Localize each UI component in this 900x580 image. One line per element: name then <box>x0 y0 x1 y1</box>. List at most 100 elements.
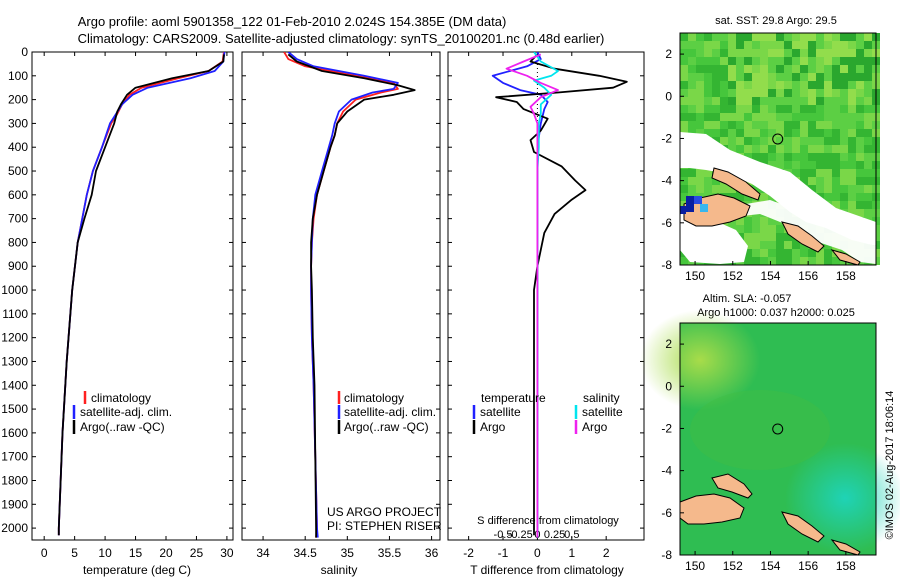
sst-cell <box>744 153 752 161</box>
sst-cell <box>680 49 688 57</box>
sst-cell <box>800 81 808 89</box>
sst-cell <box>808 65 816 73</box>
sst-cell <box>816 169 824 177</box>
sst-cell <box>680 113 688 121</box>
series-climatology <box>283 52 399 538</box>
sst-cell <box>792 129 800 137</box>
sst-cell <box>800 153 808 161</box>
sst-cell <box>768 217 776 225</box>
sst-cell <box>776 233 784 241</box>
sst-cell <box>680 89 688 97</box>
sst-cell <box>688 65 696 73</box>
sst-cell <box>720 49 728 57</box>
sla-map-subtitle: Argo h1000: 0.037 h2000: 0.025 <box>697 307 855 319</box>
sst-cell <box>808 145 816 153</box>
depth-tick-label: 1700 <box>1 450 28 464</box>
sst-cell <box>864 153 872 161</box>
sst-cell <box>720 57 728 65</box>
sst-cell <box>760 65 768 73</box>
sst-cell <box>784 161 792 169</box>
sst-cell <box>824 49 832 57</box>
legend-label-climatology: climatology <box>344 391 404 405</box>
sst-cell <box>712 121 720 129</box>
sst-cell <box>824 145 832 153</box>
sst-cell <box>848 121 856 129</box>
depth-tick-label: 1100 <box>2 307 28 321</box>
sst-cell <box>832 89 840 97</box>
sst-cell <box>768 121 776 129</box>
sst-cell <box>736 145 744 153</box>
sst-cell <box>816 121 824 129</box>
sst-cell <box>784 81 792 89</box>
sst-cell <box>696 57 704 65</box>
sst-cell <box>760 153 768 161</box>
sst-cell <box>744 49 752 57</box>
sst-cell <box>848 145 856 153</box>
sst-cell <box>792 81 800 89</box>
sst-cell <box>768 73 776 81</box>
sst-cell <box>824 65 832 73</box>
sst-cell <box>728 137 736 145</box>
sst-cell <box>688 113 696 121</box>
salinity-legend: climatology satellite-adj. clim. Argo(..… <box>337 391 436 434</box>
sst-cell <box>688 105 696 113</box>
sst-cell <box>768 161 776 169</box>
sst-cell <box>848 137 856 145</box>
sst-cell <box>840 33 848 41</box>
depth-axis: 0 100 200 300 400 500 600 700 800 900 1000 1100 1200… <box>1 45 644 535</box>
sst-cell <box>760 33 768 41</box>
depth-tick-label: 600 <box>8 188 28 202</box>
s-difference-tick-label: 0.5 <box>564 529 579 541</box>
sst-cell <box>824 89 832 97</box>
depth-tick-label: 500 <box>8 164 28 178</box>
project-name: US ARGO PROJECT <box>327 505 442 519</box>
sst-cell <box>816 185 824 193</box>
sst-cell <box>800 97 808 105</box>
sst-cell <box>728 129 736 137</box>
sst-cell <box>856 169 864 177</box>
sst-cell <box>832 41 840 49</box>
sst-cell <box>800 161 808 169</box>
sst-cell <box>840 41 848 49</box>
sst-cell <box>848 73 856 81</box>
sst-cell <box>728 33 736 41</box>
sst-cell <box>824 257 832 265</box>
sst-cell <box>832 161 840 169</box>
sst-cell <box>688 73 696 81</box>
legend-label-satellite: satellite-adj. clim. <box>344 405 436 419</box>
sst-cell <box>856 33 864 41</box>
sst-cell <box>808 73 816 81</box>
t-difference-x-tick-label: 1 <box>568 546 575 560</box>
sst-cell <box>776 137 784 145</box>
sst-cell <box>760 217 768 225</box>
sst-cell <box>680 193 688 201</box>
sst-cell <box>856 193 864 201</box>
sst-cell <box>840 65 848 73</box>
sst-cell <box>824 137 832 145</box>
sst-cell <box>760 73 768 81</box>
sst-cell <box>704 65 712 73</box>
legend-label-argo: Argo(..raw -QC) <box>80 420 165 434</box>
sst-cell <box>776 97 784 105</box>
legend-label-satellite: satellite-adj. clim. <box>80 405 172 419</box>
sst-cell <box>752 225 760 233</box>
map-lon-tick-label: 158 <box>836 269 856 283</box>
sst-cell <box>720 73 728 81</box>
sst-cell <box>800 49 808 57</box>
sst-cell <box>784 89 792 97</box>
sst-cell <box>832 65 840 73</box>
sst-cell <box>736 105 744 113</box>
sst-cell <box>760 105 768 113</box>
temperature-series <box>57 52 226 536</box>
sst-cell <box>736 217 744 225</box>
sst-cell <box>768 241 776 249</box>
sst-cell <box>848 113 856 121</box>
map-lat-tick-label: -6 <box>661 506 672 520</box>
sst-cell <box>776 257 784 265</box>
sst-cell <box>736 121 744 129</box>
sst-cell <box>752 185 760 193</box>
map-lat-tick-label: 0 <box>665 379 672 393</box>
sst-cell <box>832 81 840 89</box>
salinity-axis-label: salinity <box>321 563 358 577</box>
sst-cell <box>864 137 872 145</box>
